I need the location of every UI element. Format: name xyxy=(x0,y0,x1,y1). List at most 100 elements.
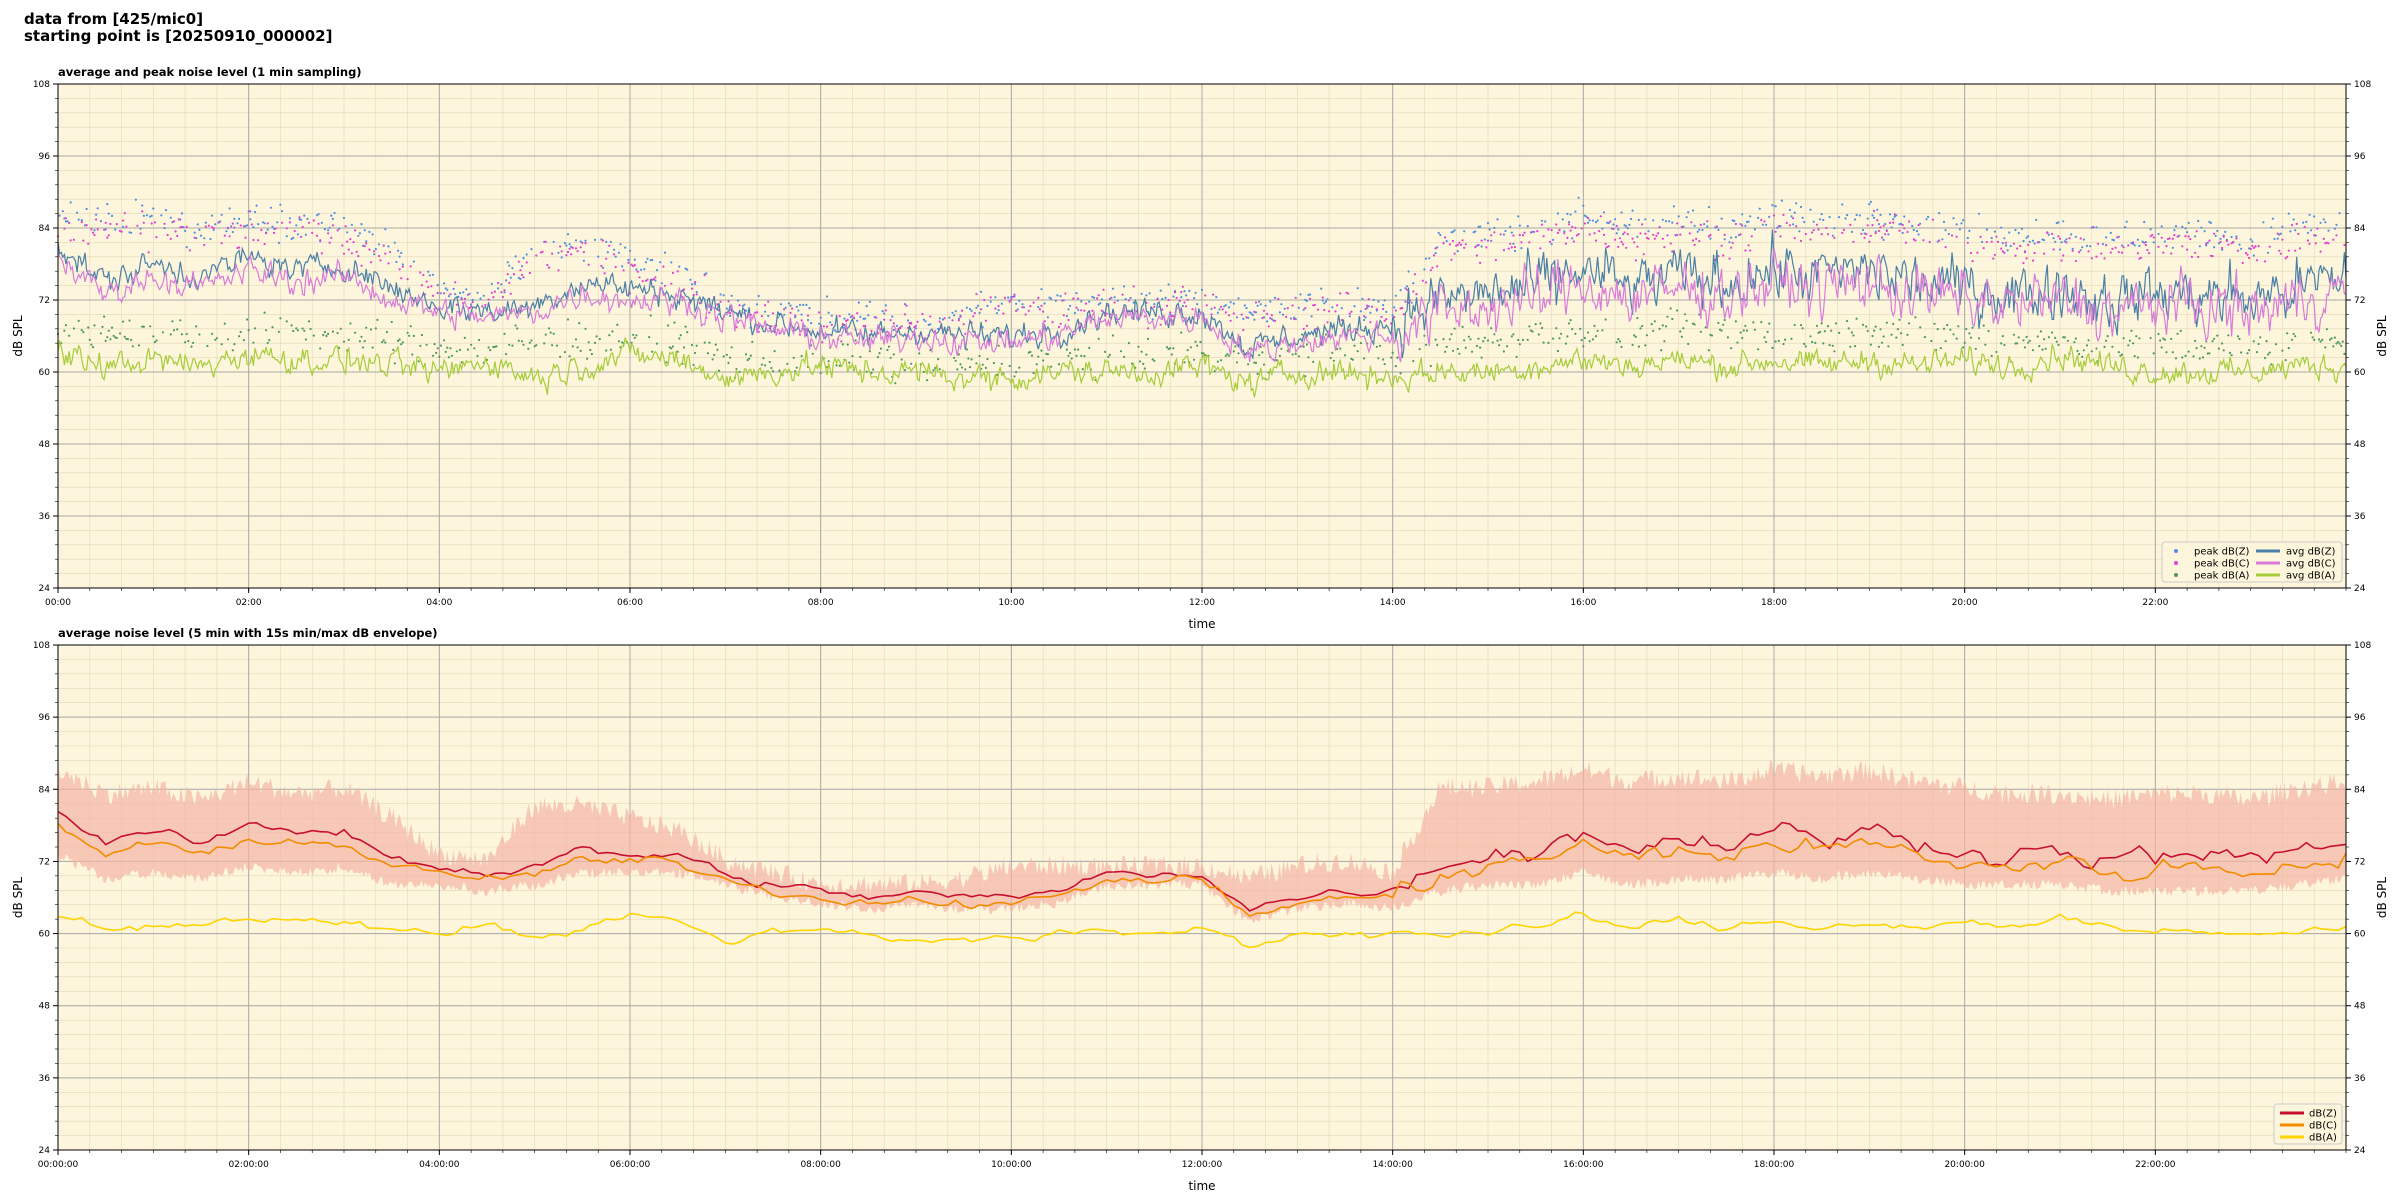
panel-1-xtick-label: 12:00 xyxy=(1189,598,1215,608)
peak-point xyxy=(520,265,524,268)
peak-point xyxy=(2157,332,2160,336)
peak-point xyxy=(1153,305,1156,308)
peak-point xyxy=(565,244,568,247)
peak-point xyxy=(1264,304,1267,307)
peak-point xyxy=(180,225,183,229)
peak-point xyxy=(1556,231,1559,234)
peak-point xyxy=(203,243,206,247)
peak-point xyxy=(80,221,83,224)
peak-point xyxy=(455,303,458,306)
peak-point xyxy=(1876,219,1879,222)
peak-point xyxy=(1745,329,1749,332)
peak-point xyxy=(2051,331,2054,334)
peak-point xyxy=(617,251,621,254)
peak-point xyxy=(798,333,802,336)
panel-2-ytick-label-right: 108 xyxy=(2354,641,2371,651)
peak-point xyxy=(1038,308,1041,311)
peak-point xyxy=(2228,351,2232,354)
peak-point xyxy=(1304,307,1307,310)
peak-point xyxy=(1444,236,1447,239)
peak-point xyxy=(1424,257,1428,260)
peak-point xyxy=(1652,329,1655,332)
peak-point xyxy=(884,304,887,307)
peak-point xyxy=(1510,231,1513,234)
peak-point xyxy=(1336,304,1339,307)
peak-point xyxy=(825,295,829,298)
peak-point xyxy=(344,225,347,228)
peak-point xyxy=(1690,221,1693,224)
peak-point xyxy=(1623,224,1626,227)
peak-point xyxy=(1232,350,1235,353)
peak-point xyxy=(1763,336,1766,339)
peak-point xyxy=(613,253,616,256)
peak-point xyxy=(1412,282,1415,285)
peak-point xyxy=(1218,308,1221,311)
peak-point xyxy=(2214,234,2217,237)
peak-point xyxy=(1340,318,1343,322)
peak-point xyxy=(1715,225,1718,228)
peak-point xyxy=(690,287,694,290)
peak-point xyxy=(1602,211,1606,214)
peak-point xyxy=(1550,243,1553,246)
peak-point xyxy=(454,281,457,284)
peak-point xyxy=(1366,304,1369,307)
peak-point xyxy=(277,330,280,333)
peak-point xyxy=(1849,223,1852,226)
peak-point xyxy=(2219,237,2222,240)
peak-point xyxy=(231,230,234,234)
peak-point xyxy=(651,258,654,262)
peak-point xyxy=(849,316,853,319)
peak-point xyxy=(1928,240,1931,244)
panel-1-ytick-label-right: 108 xyxy=(2354,80,2371,90)
peak-point xyxy=(676,350,679,353)
peak-point xyxy=(323,330,326,334)
peak-point xyxy=(1479,225,1482,228)
peak-point xyxy=(171,320,174,323)
peak-point xyxy=(1180,290,1183,294)
peak-point xyxy=(1820,233,1823,236)
peak-point xyxy=(690,283,694,286)
panel-1-xtick-label: 20:00 xyxy=(1952,598,1978,608)
peak-point xyxy=(2230,354,2233,357)
peak-point xyxy=(1463,246,1466,249)
peak-point xyxy=(253,327,257,330)
peak-point xyxy=(433,343,436,346)
peak-point xyxy=(1313,303,1316,306)
peak-point xyxy=(899,327,902,330)
peak-point xyxy=(1552,238,1555,241)
peak-point xyxy=(1405,288,1409,291)
peak-point xyxy=(141,204,144,207)
peak-point xyxy=(551,344,554,347)
peak-point xyxy=(401,263,404,266)
peak-point xyxy=(976,304,980,307)
panel-2-ytick-label-right: 36 xyxy=(2354,1074,2366,1084)
peak-point xyxy=(2095,226,2098,229)
peak-point xyxy=(1510,335,1513,338)
peak-point xyxy=(1021,306,1024,309)
peak-point xyxy=(1307,356,1310,359)
peak-point xyxy=(1485,246,1488,249)
peak-point xyxy=(1165,346,1169,349)
peak-point xyxy=(497,281,500,285)
peak-point xyxy=(1777,225,1780,228)
peak-point xyxy=(85,207,88,211)
peak-point xyxy=(1512,234,1515,237)
peak-point xyxy=(1958,228,1961,231)
peak-point xyxy=(1887,345,1890,348)
peak-point xyxy=(93,324,96,327)
peak-point xyxy=(2268,351,2271,354)
peak-point xyxy=(1302,308,1305,311)
peak-point xyxy=(1102,288,1105,291)
peak-point xyxy=(153,221,156,224)
peak-point xyxy=(1032,372,1035,375)
peak-point xyxy=(377,243,381,246)
peak-point xyxy=(331,330,334,333)
peak-point xyxy=(1161,308,1164,311)
peak-point xyxy=(1042,310,1045,313)
peak-point xyxy=(1356,350,1359,353)
peak-point xyxy=(2171,237,2174,240)
peak-point xyxy=(139,232,142,235)
peak-point xyxy=(492,296,495,299)
peak-point xyxy=(2205,242,2208,245)
peak-point xyxy=(1037,355,1040,358)
